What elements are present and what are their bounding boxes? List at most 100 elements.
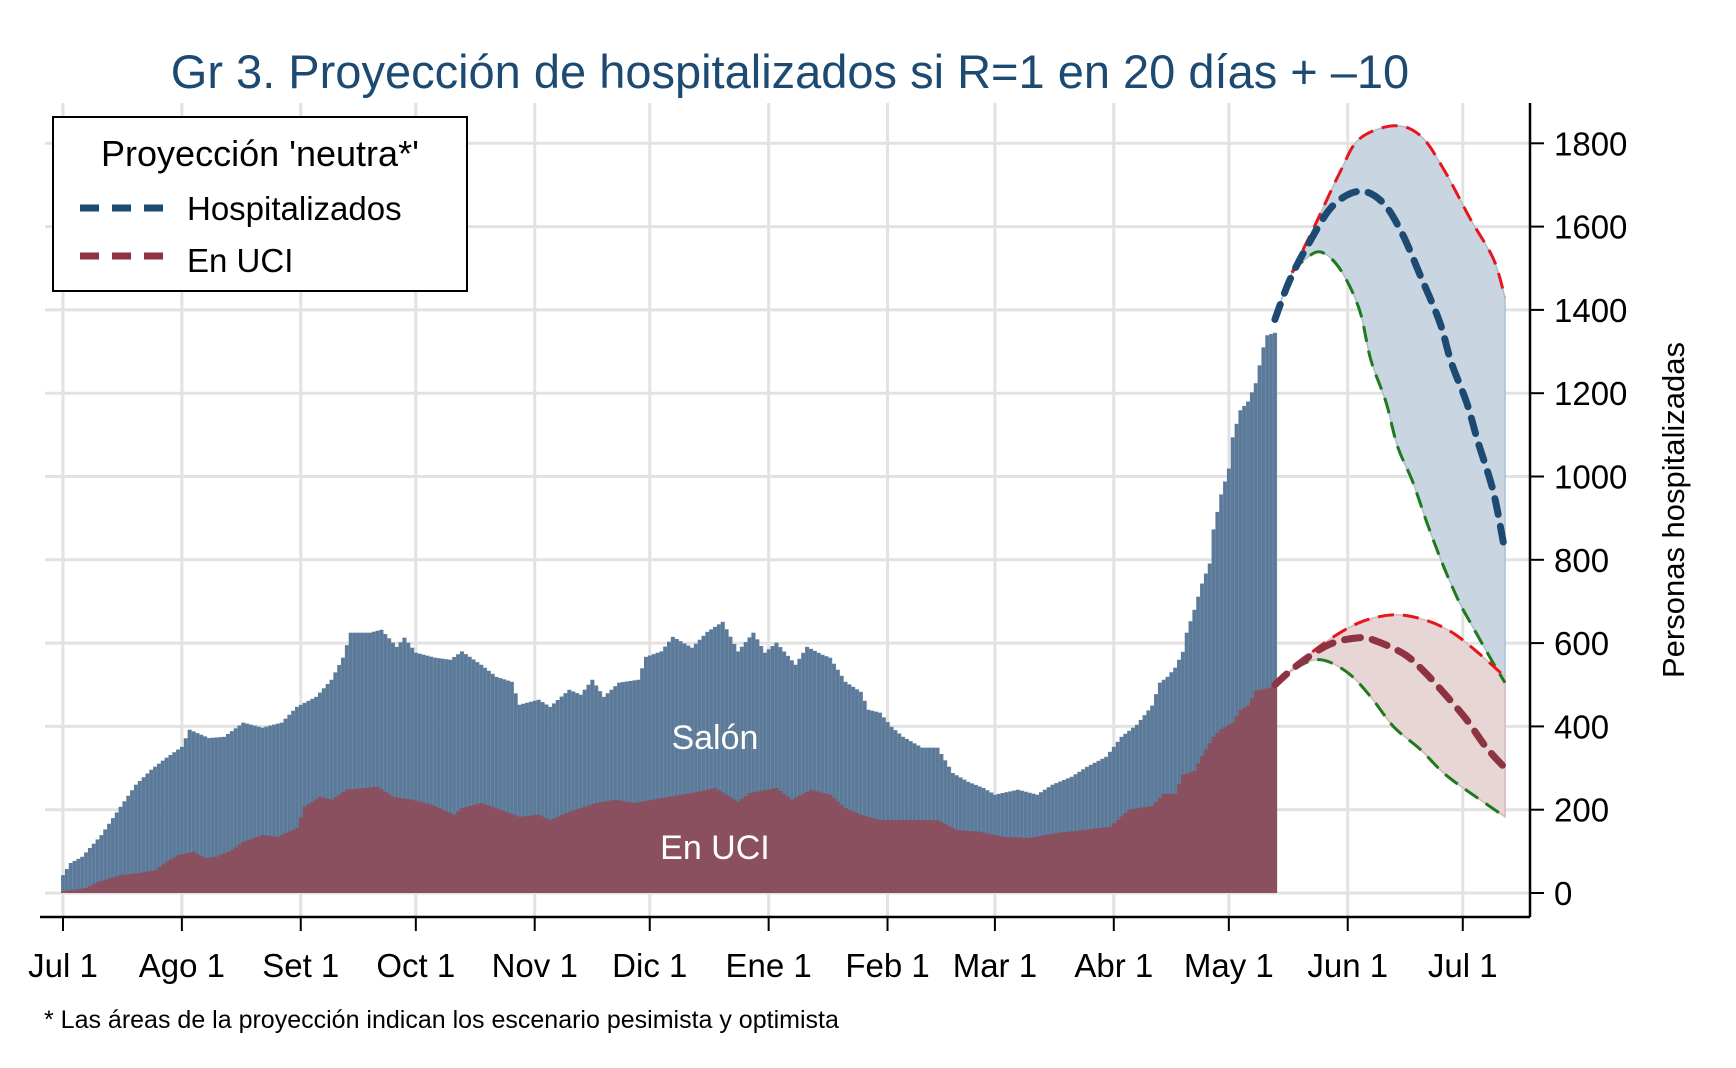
bar-salon <box>199 734 204 893</box>
bar-uci <box>739 798 745 893</box>
bar-uci <box>923 820 929 893</box>
bar-uci <box>1042 835 1047 893</box>
bar-salon <box>889 726 894 893</box>
bar-salon <box>225 733 231 893</box>
bar-uci <box>260 835 265 893</box>
bar-salon <box>766 649 771 893</box>
bar-uci <box>797 795 802 893</box>
bar-salon <box>406 642 411 893</box>
bar-uci <box>264 835 269 893</box>
bar-uci <box>716 790 722 893</box>
bar-salon <box>820 654 825 893</box>
bar-salon <box>471 659 476 893</box>
bar-salon <box>778 647 783 893</box>
bar-uci <box>1108 826 1113 893</box>
bar-uci <box>620 801 626 893</box>
bar-salon <box>513 693 518 893</box>
bar-salon <box>563 693 568 893</box>
bar-uci <box>574 809 580 893</box>
bar-uci <box>471 805 476 893</box>
bar-salon <box>367 632 373 893</box>
bar-salon <box>1115 741 1120 893</box>
bar-uci <box>482 804 488 893</box>
bar-salon <box>110 818 116 893</box>
bar-uci <box>858 814 863 893</box>
bar-salon <box>153 766 158 893</box>
bar-uci <box>1088 829 1093 893</box>
bar-salon <box>701 635 706 893</box>
bar-uci <box>1000 836 1005 893</box>
bar-uci <box>410 799 415 893</box>
bar-salon <box>156 763 162 893</box>
bar-salon <box>843 681 848 893</box>
y-tick-label: 1800 <box>1554 125 1627 162</box>
bar-salon <box>459 651 465 893</box>
bar-uci <box>820 792 825 893</box>
bar-uci <box>156 867 162 893</box>
bar-salon <box>816 652 821 893</box>
bar-salon <box>417 653 422 893</box>
x-tick-label: Dic 1 <box>612 947 687 984</box>
bar-uci <box>874 819 879 893</box>
bar-salon <box>1173 667 1178 893</box>
bar-salon <box>912 743 917 893</box>
bar-salon <box>76 858 81 893</box>
bar-uci <box>279 835 284 893</box>
bar-salon <box>1177 659 1182 893</box>
bar-uci <box>701 790 706 893</box>
bar-salon <box>532 700 537 893</box>
bar-uci <box>394 797 399 893</box>
bar-uci <box>222 853 227 893</box>
bar-salon <box>893 730 898 893</box>
bar-uci <box>1027 838 1032 893</box>
bar-uci <box>91 884 96 893</box>
bar-uci <box>502 811 507 893</box>
bar-uci <box>137 873 142 893</box>
bar-salon <box>195 733 200 893</box>
bar-salon <box>555 699 560 893</box>
bar-salon <box>371 631 376 893</box>
bar-uci <box>1223 726 1228 893</box>
bar-salon <box>628 680 633 893</box>
bar-uci <box>1023 837 1028 893</box>
bar-uci <box>352 788 357 893</box>
bar-salon <box>494 676 499 893</box>
bar-salon <box>141 777 146 893</box>
x-tick-label: Ago 1 <box>139 947 225 984</box>
bar-uci <box>640 801 645 893</box>
bar-salon <box>479 664 484 893</box>
bar-uci <box>494 808 499 893</box>
bar-uci <box>287 831 292 893</box>
bar-uci <box>225 851 231 893</box>
bar-salon <box>1196 596 1201 893</box>
bar-salon <box>84 852 89 893</box>
bar-uci <box>847 809 852 893</box>
uci-bars <box>61 686 1278 893</box>
bar-uci <box>1272 686 1278 893</box>
bar-uci <box>946 826 952 893</box>
bar-salon <box>64 869 70 893</box>
bar-uci <box>183 853 188 893</box>
bar-uci <box>149 870 154 893</box>
bar-uci <box>383 791 388 893</box>
bar-uci <box>118 875 123 893</box>
bar-uci <box>935 820 940 893</box>
bar-salon <box>1230 437 1235 893</box>
bar-uci <box>613 799 618 893</box>
bar-salon <box>536 699 541 893</box>
bar-salon <box>394 646 399 893</box>
bar-uci <box>248 839 254 893</box>
bar-salon <box>770 646 775 893</box>
bar-salon <box>413 652 419 893</box>
bar-salon <box>866 709 871 893</box>
bar-uci <box>433 806 438 893</box>
bar-salon <box>352 632 357 893</box>
bar-uci <box>1031 837 1036 893</box>
bar-uci <box>103 879 108 893</box>
bar-salon <box>421 654 426 893</box>
bar-uci <box>785 796 791 893</box>
bar-salon <box>736 651 741 893</box>
bar-uci <box>728 797 733 893</box>
bar-salon <box>682 643 687 893</box>
bar-uci <box>291 829 296 893</box>
